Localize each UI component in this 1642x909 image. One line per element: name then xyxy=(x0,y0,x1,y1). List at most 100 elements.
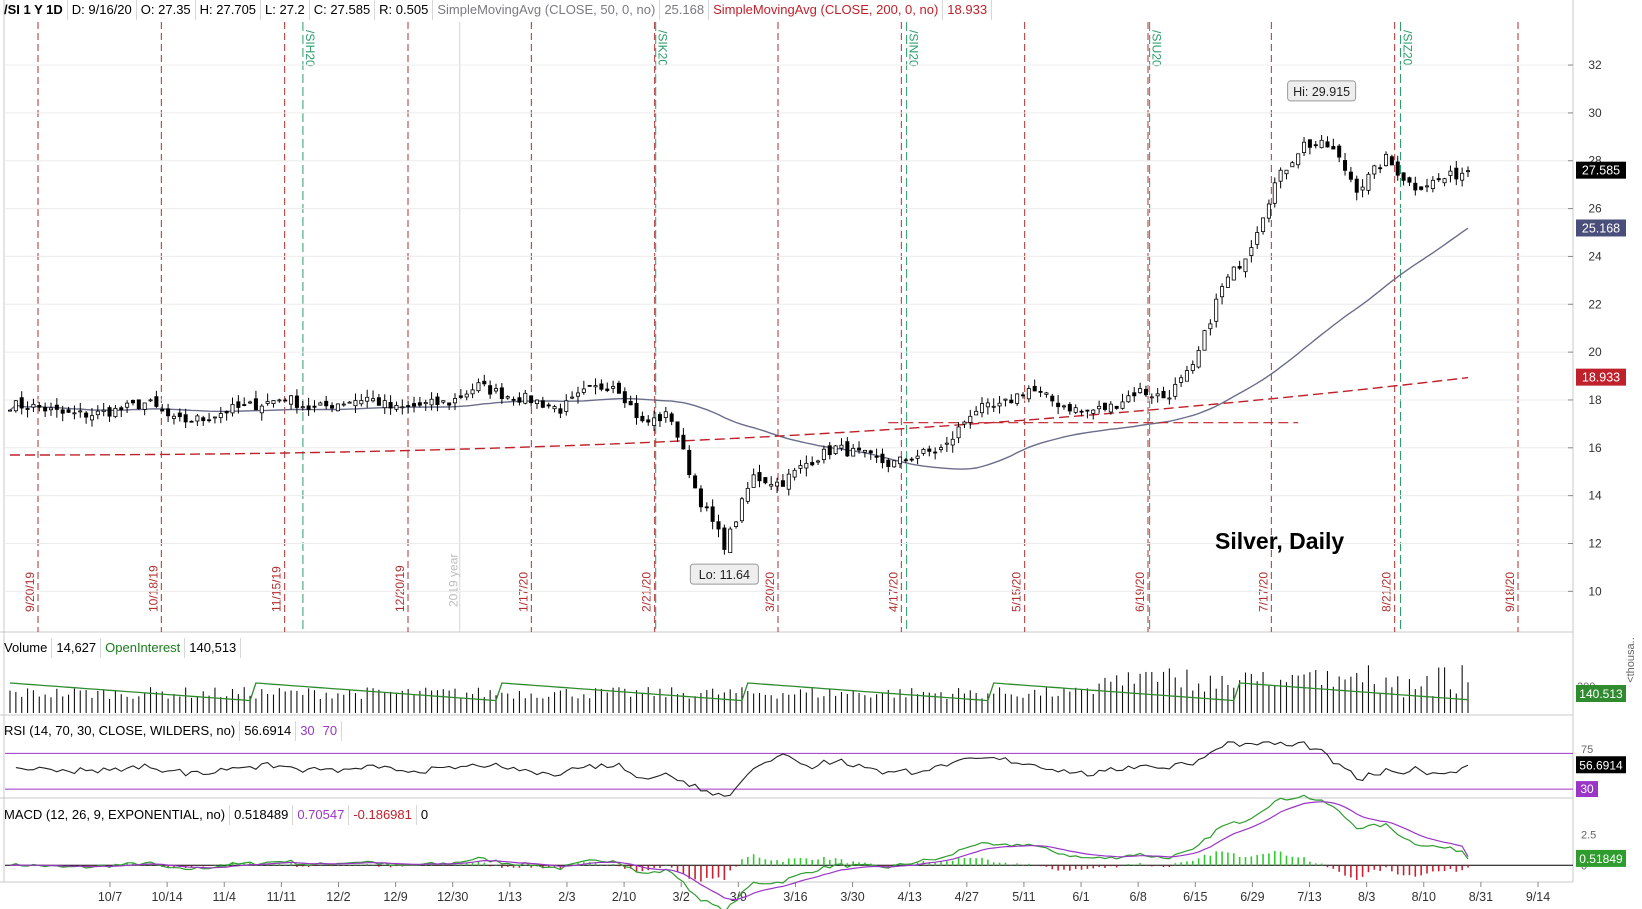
date-tick-label: 5/11 xyxy=(1012,890,1035,904)
candle-body xyxy=(874,455,879,458)
candle-body xyxy=(1220,286,1225,298)
candle-body xyxy=(1313,144,1318,147)
candle-body xyxy=(353,400,358,407)
contract-roll-label: /SIU20 xyxy=(1150,30,1164,67)
candle-body xyxy=(1161,390,1166,399)
candle-body xyxy=(488,385,493,395)
price-tick-label: 12 xyxy=(1588,536,1602,550)
date-tick-label: 2/10 xyxy=(612,890,636,904)
horizontal-gridlines xyxy=(5,64,1573,592)
candle-body xyxy=(950,438,955,446)
date-tick-label: 4/27 xyxy=(955,890,979,904)
date-tick-label: 8/10 xyxy=(1412,890,1436,904)
candlestick-series[interactable] xyxy=(7,134,1471,555)
candle-body xyxy=(423,402,428,405)
candle-body xyxy=(1454,167,1459,180)
candle-body xyxy=(224,410,229,414)
contract-roll-label: /SIK20 xyxy=(656,30,670,66)
date-tick-label: 10/7 xyxy=(98,890,122,904)
candle-body xyxy=(1026,388,1031,400)
rsi-header: RSI (14, 70, 30, CLOSE, WILDERS, no) 56.… xyxy=(0,721,343,741)
candle-body xyxy=(1243,258,1248,273)
candle-body xyxy=(435,396,440,405)
candle-body xyxy=(1208,323,1213,330)
candle-body xyxy=(698,488,703,508)
candle-body xyxy=(171,415,176,419)
rsi-tick-label: 75 xyxy=(1581,744,1593,756)
date-axis[interactable]: 10/7 10/14 11/4 11/11 12/2 12/9 12/30 1/13 2/3 2/… xyxy=(98,882,1550,904)
price-tick-label: 14 xyxy=(1588,489,1602,503)
candle-body xyxy=(1272,182,1277,204)
candle-body xyxy=(564,400,569,412)
candle-body xyxy=(13,400,18,412)
price-axis[interactable]: 10121416182022242628303227.58525.16818.9… xyxy=(1568,58,1626,598)
rsi-pane[interactable]: 75 56.6914 30 xyxy=(5,741,1626,798)
candle-body xyxy=(464,393,469,398)
macd-label[interactable]: MACD (12, 26, 9, EXPONENTIAL, no) xyxy=(0,805,231,825)
candle-body xyxy=(979,403,985,414)
macd-header: MACD (12, 26, 9, EXPONENTIAL, no) 0.5184… xyxy=(0,805,432,825)
price-tick-label: 10 xyxy=(1588,584,1602,598)
candle-body xyxy=(728,528,733,554)
price-tick-label: 18 xyxy=(1588,393,1602,407)
candle-body xyxy=(845,441,850,457)
candle-body xyxy=(312,405,317,408)
symbol-label[interactable]: /SI 1 Y 1D xyxy=(0,0,68,20)
date-tick-label: 7/13 xyxy=(1297,890,1321,904)
macd-value: 0.518489 xyxy=(230,805,294,825)
candle-body xyxy=(763,477,768,484)
candle-body xyxy=(136,399,141,410)
candle-body xyxy=(72,412,77,415)
candle-body xyxy=(927,448,932,452)
candle-body xyxy=(177,412,182,418)
candle-body xyxy=(581,388,586,393)
candle-body xyxy=(687,449,692,476)
candle-body xyxy=(868,450,873,454)
candle-body xyxy=(382,400,387,409)
date-tick-label: 6/29 xyxy=(1240,890,1264,904)
date-tick-label: 4/13 xyxy=(898,890,922,904)
candle-body xyxy=(248,401,253,404)
date-tick-label: 12/2 xyxy=(326,890,350,904)
annotation-label: Lo: 11.64 xyxy=(699,568,750,582)
candle-body xyxy=(1114,405,1119,409)
candle-body xyxy=(183,414,188,423)
year-marker: 2019 year xyxy=(447,554,461,607)
rsi-line xyxy=(15,741,1469,797)
candle-body xyxy=(786,473,791,490)
rsi-badge xyxy=(1576,756,1626,774)
volume-pane[interactable]: 200140.513<thousa.. xyxy=(9,637,1637,713)
candle-body xyxy=(19,397,24,409)
date-tick-label: 3/16 xyxy=(783,890,807,904)
candle-body xyxy=(798,465,803,469)
rsi-value: 56.6914 xyxy=(240,721,297,741)
rsi-label[interactable]: RSI (14, 70, 30, CLOSE, WILDERS, no) xyxy=(0,721,241,741)
candle-body xyxy=(1319,139,1324,149)
candle-body xyxy=(458,395,463,398)
sma200-label[interactable]: SimpleMovingAvg (CLOSE, 200, 0, no) xyxy=(709,0,944,20)
candle-body xyxy=(482,380,487,385)
candle-body xyxy=(1354,178,1359,193)
volume-label[interactable]: Volume xyxy=(0,638,53,658)
candle-body xyxy=(1050,395,1055,402)
date-readout: D: 9/16/20 xyxy=(68,0,137,20)
oi-badge-label: 140.513 xyxy=(1579,687,1623,701)
candle-body xyxy=(66,409,71,413)
candle-body xyxy=(84,412,89,418)
candle-body xyxy=(1266,203,1271,219)
candle-body xyxy=(330,405,335,409)
open-interest-value: 140,513 xyxy=(185,638,242,658)
macd-pane[interactable]: 2.5 0 0.51849 xyxy=(5,794,1626,909)
candle-body xyxy=(1302,141,1307,153)
candle-body xyxy=(704,506,709,509)
sma50-label[interactable]: SimpleMovingAvg (CLOSE, 50, 0, no) xyxy=(433,0,661,20)
candle-body xyxy=(1290,162,1295,168)
price-badge-label: 18.933 xyxy=(1582,371,1620,385)
candle-body xyxy=(453,398,458,404)
macd-line xyxy=(9,794,1469,909)
date-tick-label: 1/13 xyxy=(498,890,522,904)
open-interest-label[interactable]: OpenInterest xyxy=(101,638,186,658)
candle-body xyxy=(1132,392,1137,397)
